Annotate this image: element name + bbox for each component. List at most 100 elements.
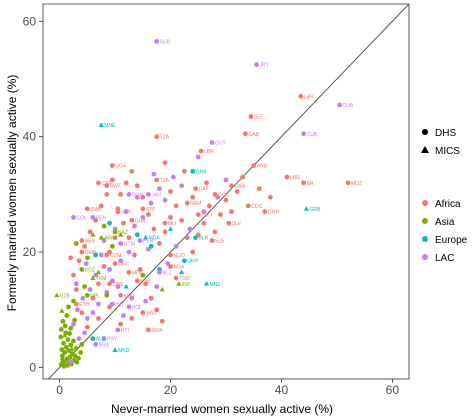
data-point-circle <box>112 235 118 241</box>
point-label: MDG <box>132 270 144 276</box>
data-point-circle <box>145 212 151 217</box>
data-point-circle <box>134 232 140 238</box>
y-tick-label: 60 <box>23 14 37 28</box>
data-point-circle <box>84 324 90 330</box>
point-label: MDA <box>149 236 161 242</box>
point-label: TGO <box>201 213 212 219</box>
data-point-circle <box>87 229 93 235</box>
point-label: BR <box>307 181 314 187</box>
data-point-circle <box>98 203 104 209</box>
data-point-circle <box>190 249 196 255</box>
data-point-circle <box>104 191 110 197</box>
point-label: CAF <box>199 187 209 193</box>
data-point-circle <box>62 323 68 329</box>
data-point-triangle <box>95 269 102 275</box>
point-label: NPL <box>90 293 100 299</box>
point-label: SWZ <box>146 311 157 317</box>
data-point-circle <box>284 174 290 180</box>
data-point-circle <box>132 252 137 258</box>
data-point-circle <box>115 284 121 290</box>
point-label: GUY <box>215 140 227 146</box>
data-point-circle <box>73 287 79 292</box>
point-label: UGA <box>115 164 127 170</box>
data-point-circle <box>129 316 135 321</box>
data-point-circle <box>90 295 96 301</box>
point-label: JAN <box>151 192 161 198</box>
data-point-circle <box>162 197 168 203</box>
data-point-circle <box>109 243 115 249</box>
legend-circle-icon <box>422 129 428 135</box>
data-point-triangle <box>98 234 104 240</box>
data-point-circle <box>137 266 143 272</box>
point-label: CAF <box>101 181 111 187</box>
data-point-triangle <box>176 281 182 286</box>
data-point-circle <box>145 191 151 197</box>
data-point-circle <box>157 186 162 192</box>
data-point-circle <box>262 209 268 215</box>
data-point-circle <box>245 203 251 209</box>
data-point-circle <box>71 338 76 344</box>
point-label: BOL <box>132 305 142 311</box>
x-tick-label: 60 <box>386 383 400 397</box>
data-point-circle <box>61 340 66 346</box>
point-label: GHA <box>135 218 147 224</box>
data-point-circle <box>90 215 96 220</box>
x-tick-label: 0 <box>56 383 63 397</box>
data-point-circle <box>201 209 207 215</box>
data-point-circle <box>58 326 64 332</box>
data-point-circle <box>154 307 160 313</box>
data-point-circle <box>148 243 154 249</box>
point-label: SEN <box>121 210 132 216</box>
data-point-circle <box>140 194 146 200</box>
point-label: ANB <box>257 164 268 170</box>
data-point-circle <box>134 278 140 284</box>
point-label: MNE <box>104 123 116 129</box>
data-point-circle <box>96 316 101 321</box>
data-point-circle <box>109 163 115 168</box>
legend-color-swatch <box>422 218 428 224</box>
data-point-circle <box>254 62 259 67</box>
data-point-circle <box>184 200 190 206</box>
point-label: COG <box>251 204 263 210</box>
data-point-circle <box>223 177 229 183</box>
data-point-circle <box>168 264 173 269</box>
data-point-circle <box>74 359 80 365</box>
data-point-circle <box>151 171 157 177</box>
identity-reference-line <box>48 3 410 380</box>
point-label: PEH <box>96 215 107 221</box>
data-point-circle <box>126 304 132 310</box>
data-point-circle <box>107 220 112 226</box>
legend-triangle-icon <box>421 146 429 153</box>
point-label: BRA <box>99 342 110 348</box>
data-point-triangle <box>61 332 68 338</box>
point-label: GRB <box>196 169 208 175</box>
data-point-circle <box>101 223 107 229</box>
data-point-circle <box>93 341 99 347</box>
point-label: CUB <box>343 103 354 109</box>
data-point-circle <box>184 235 190 241</box>
data-point-circle <box>129 217 135 223</box>
point-label: STP <box>146 207 156 213</box>
point-label: MLI <box>168 221 176 227</box>
point-label: SLE <box>215 239 225 245</box>
point-label: BLZ <box>162 270 171 276</box>
data-point-circle <box>129 295 135 301</box>
data-point-triangle <box>98 122 104 127</box>
data-point-circle <box>107 281 112 287</box>
point-label: MKD <box>118 348 130 354</box>
point-label: PER <box>143 239 154 245</box>
data-point-circle <box>154 39 160 44</box>
data-point-circle <box>71 215 76 220</box>
data-point-circle <box>65 337 71 343</box>
data-point-triangle <box>64 362 71 368</box>
data-point-circle <box>84 316 90 321</box>
data-point-circle <box>209 140 215 145</box>
data-point-circle <box>140 206 146 212</box>
data-point-circle <box>79 310 85 316</box>
data-point-triangle <box>112 347 118 352</box>
data-point-circle <box>73 301 79 307</box>
data-point-triangle <box>59 355 66 361</box>
data-point-circle <box>134 194 140 200</box>
data-point-circle <box>68 342 74 348</box>
